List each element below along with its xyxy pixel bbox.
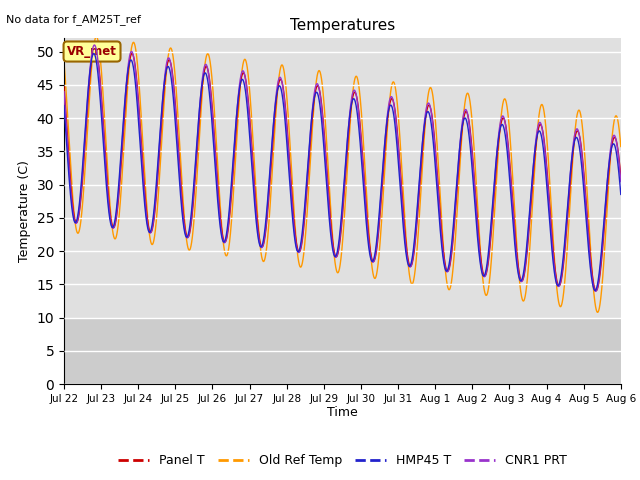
Y-axis label: Temperature (C): Temperature (C) — [18, 160, 31, 262]
Bar — [64, 318, 621, 384]
Text: No data for f_AM25T_ref: No data for f_AM25T_ref — [6, 14, 141, 25]
Text: VR_met: VR_met — [67, 45, 117, 58]
Legend: Panel T, Old Ref Temp, HMP45 T, CNR1 PRT: Panel T, Old Ref Temp, HMP45 T, CNR1 PRT — [113, 449, 572, 472]
Title: Temperatures: Temperatures — [290, 18, 395, 33]
X-axis label: Time: Time — [327, 407, 358, 420]
